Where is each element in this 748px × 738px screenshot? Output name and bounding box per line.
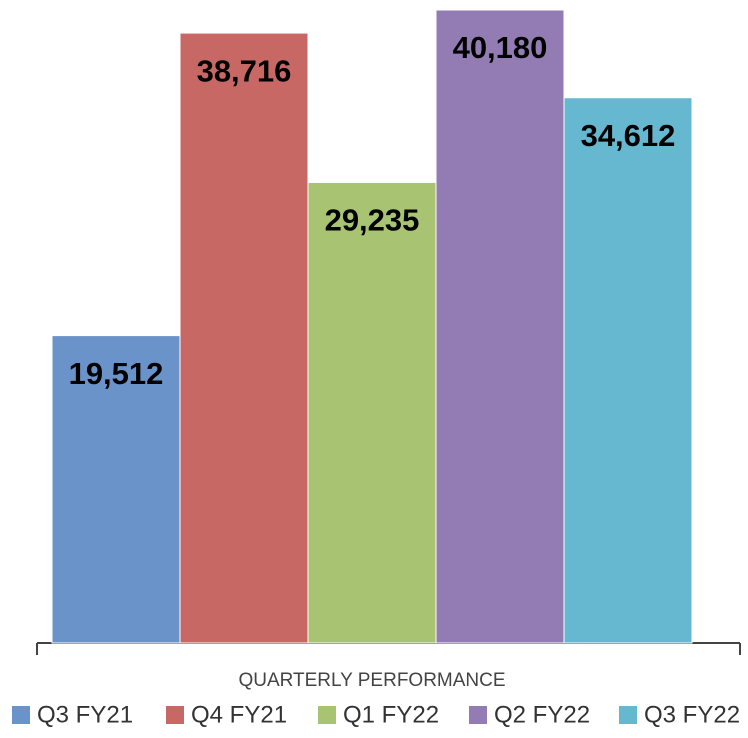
legend-label: Q2 FY22 <box>494 701 590 728</box>
data-label: 34,612 <box>581 118 676 153</box>
legend-label: Q4 FY21 <box>191 701 287 728</box>
legend-label: Q3 FY22 <box>644 701 740 728</box>
legend-swatch <box>12 706 30 724</box>
legend-swatch <box>469 706 487 724</box>
legend-swatch <box>166 706 184 724</box>
data-label: 38,716 <box>197 53 292 88</box>
legend-swatch <box>318 706 336 724</box>
bar <box>563 97 693 644</box>
bar <box>307 181 437 644</box>
bar <box>51 335 181 644</box>
bar <box>435 9 565 644</box>
x-category-label: QUARTERLY PERFORMANCE <box>238 670 505 691</box>
bar <box>179 32 309 644</box>
legend-label: Q1 FY22 <box>343 701 439 728</box>
data-label: 29,235 <box>325 203 420 238</box>
legend-swatch <box>619 706 637 724</box>
data-label: 40,180 <box>453 30 548 65</box>
legend-label: Q3 FY21 <box>37 701 133 728</box>
data-label: 19,512 <box>69 356 164 391</box>
